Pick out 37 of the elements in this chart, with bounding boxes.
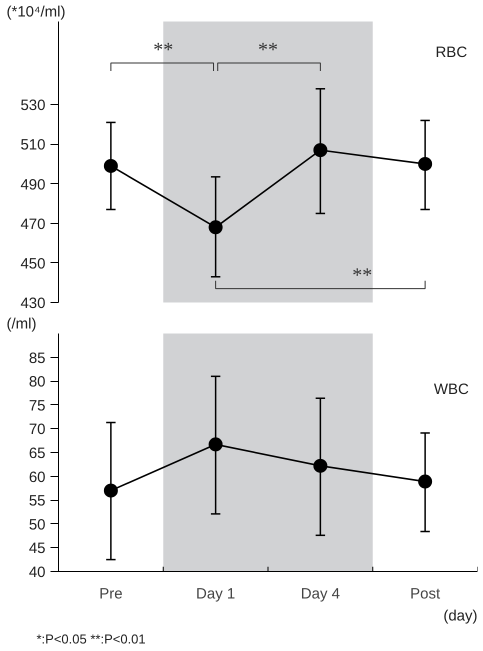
y-tick-label: 75 — [28, 397, 46, 414]
y-tick-label: 530 — [20, 97, 46, 114]
y-tick-label: 65 — [28, 445, 46, 462]
text: *:P<0.05 **:P<0.01 — [36, 632, 146, 646]
y-axis-title: (/ml) — [6, 316, 36, 332]
y-tick-label: 85 — [28, 350, 46, 367]
x-tick-label: Post — [410, 586, 441, 602]
point — [313, 143, 328, 158]
point — [208, 220, 223, 234]
y-tick-label: 70 — [28, 421, 46, 438]
point — [418, 156, 432, 171]
y-tick-label: 490 — [20, 176, 46, 194]
y-axis-title: (*10⁴/ml) — [6, 4, 66, 20]
point — [104, 484, 118, 498]
point — [418, 474, 432, 489]
annotation: ** — [258, 39, 278, 62]
point — [313, 458, 328, 473]
y-tick-label: 430 — [20, 295, 46, 312]
y-tick-label: 50 — [28, 516, 46, 534]
y-tick-label: 80 — [28, 374, 46, 391]
y-tick-label: 40 — [28, 564, 46, 581]
y-tick-label: 450 — [20, 255, 46, 272]
annotation: RBC — [435, 44, 468, 62]
y-tick-label: 55 — [28, 492, 46, 510]
y-tick-label: 470 — [20, 216, 46, 233]
x-tick-label: Pre — [99, 586, 123, 602]
y-tick-label: 60 — [28, 468, 46, 486]
y-tick-label: 45 — [28, 540, 46, 558]
x-tick-label: Day 4 — [300, 586, 340, 602]
point — [208, 437, 223, 452]
annotation: ** — [352, 264, 372, 287]
x-tick-label: Day 1 — [196, 586, 236, 602]
annotation: ** — [153, 39, 174, 62]
x-axis-title: (day) — [443, 608, 478, 624]
point — [104, 158, 118, 173]
annotation: WBC — [434, 380, 469, 398]
y-tick-label: 510 — [20, 136, 46, 154]
